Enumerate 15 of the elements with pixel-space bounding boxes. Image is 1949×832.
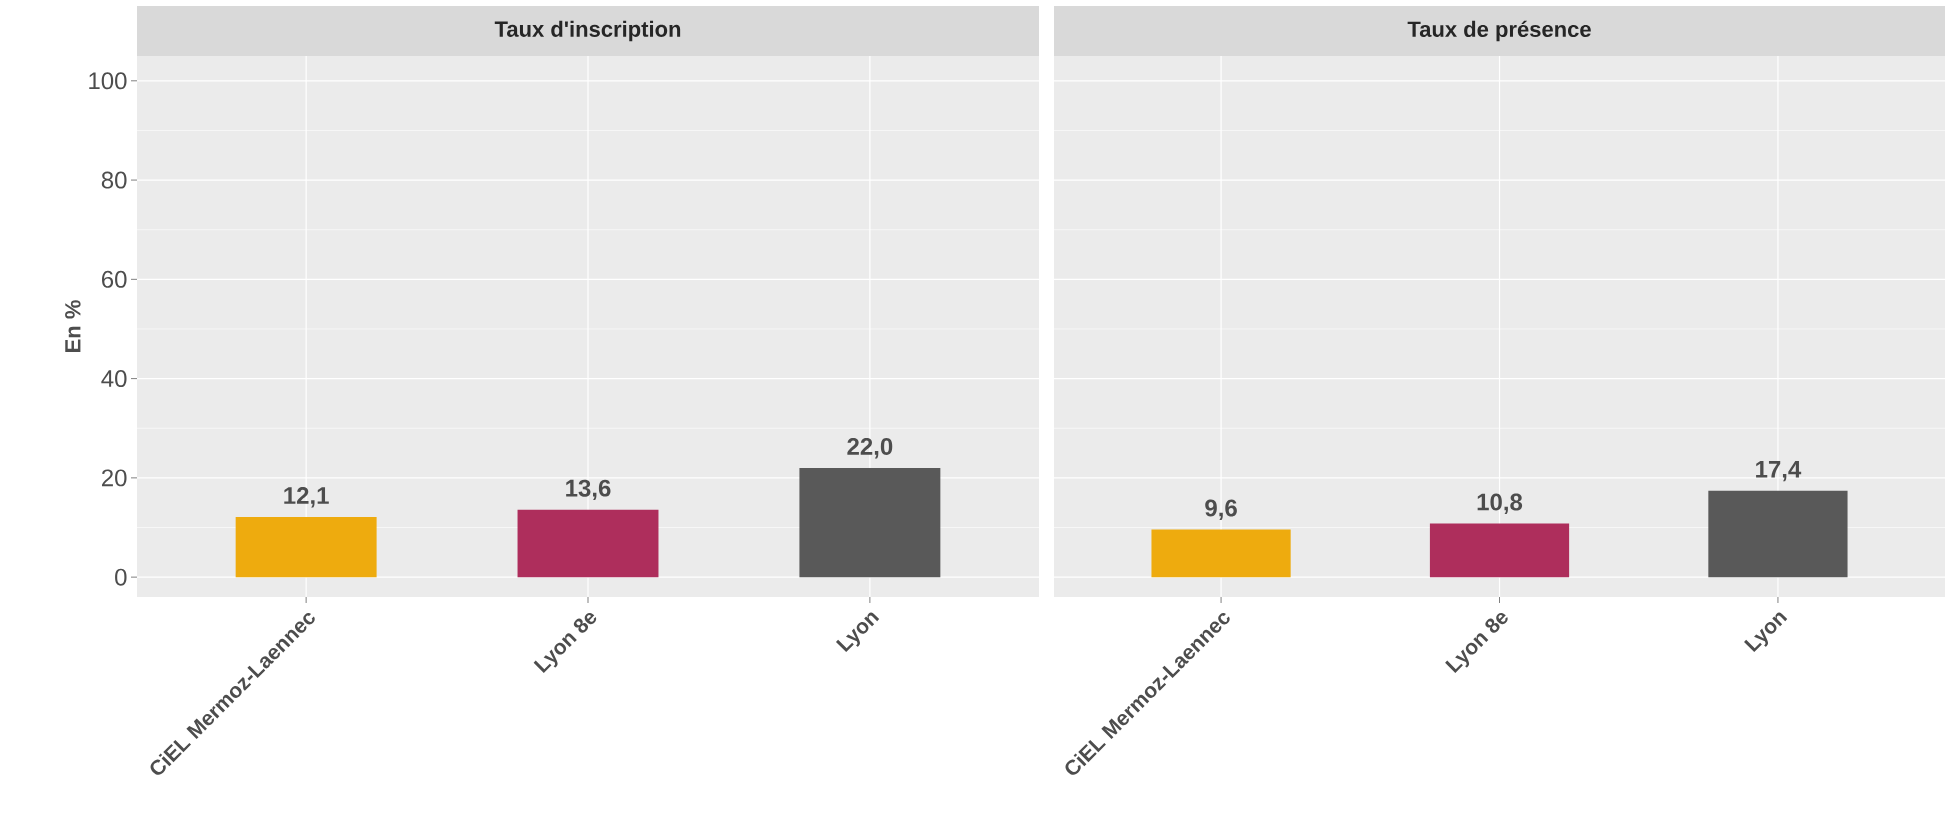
chart-title: Taux de présence [1407, 20, 1591, 42]
y-tick-label: 20 [101, 469, 127, 487]
y-axis-title: En % [65, 300, 81, 352]
data-label: 17,4 [1756, 461, 1802, 482]
y-tick-label: 0 [115, 568, 127, 586]
y-tick-label: 80 [101, 171, 127, 189]
data-label: 13,6 [566, 479, 611, 501]
data-label: 10,8 [1477, 493, 1523, 514]
data-label: 22,0 [847, 437, 893, 459]
data-label: 9,6 [1205, 499, 1237, 520]
data-label: 12,1 [284, 487, 329, 508]
y-tick-label: 60 [102, 270, 127, 288]
y-tick-label: 40 [101, 370, 127, 388]
y-tick-label: 100 [89, 72, 127, 90]
chart-title: Taux d'inscription [494, 20, 681, 42]
